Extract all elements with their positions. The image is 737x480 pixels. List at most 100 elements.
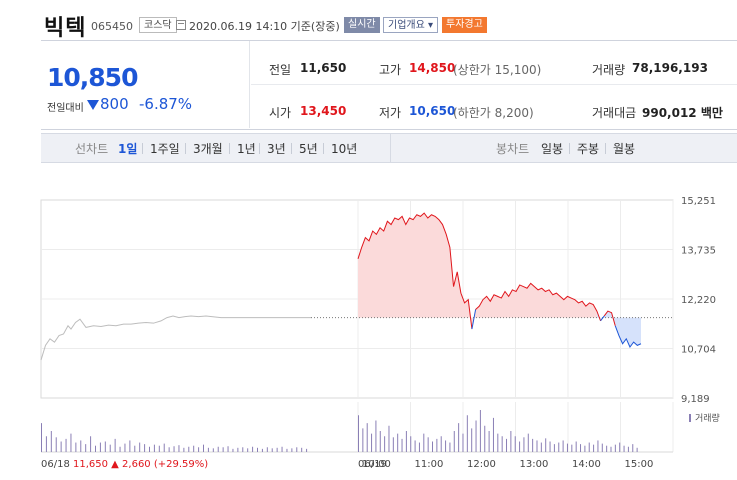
volume-bar (139, 442, 141, 452)
tab-1d[interactable]: 1일 (118, 142, 138, 156)
low-value: 10,650 (409, 104, 456, 118)
volume-bar (168, 447, 170, 452)
volume-bar (510, 431, 512, 452)
tab-monthly-candle[interactable]: 월봉 (613, 142, 636, 156)
volume-bar (449, 442, 451, 452)
volume-bar (410, 436, 412, 452)
volume-bar (222, 447, 224, 452)
change-amount: 800 (87, 95, 129, 113)
down-area (596, 311, 641, 348)
volume-bar (41, 423, 42, 452)
volume-bar (432, 441, 434, 452)
up-price-line (475, 282, 602, 322)
volume-bar (114, 438, 116, 452)
volume-bar (119, 446, 121, 452)
tab-3y[interactable]: 3년 (267, 142, 286, 156)
tab-10y[interactable]: 10년 (331, 142, 358, 156)
chevron-down-icon: ▾ (428, 20, 434, 31)
down-price-line (471, 309, 477, 330)
volume-bar (217, 446, 219, 452)
divider (323, 143, 324, 154)
company-overview-dropdown[interactable]: 기업개요 ▾ (383, 17, 439, 33)
today-date-label: 06/19 (358, 459, 387, 470)
volume-bar (414, 440, 416, 452)
tab-1y[interactable]: 1년 (237, 142, 256, 156)
stock-name: 빅텍 (44, 16, 87, 41)
volume-bar (296, 447, 298, 452)
x-tick-label: 14:00 (572, 459, 601, 470)
volume-bar (90, 436, 92, 452)
volume-bar (149, 446, 150, 452)
x-tick-label: 15:00 (625, 459, 654, 470)
volume-label: 거래량 (592, 63, 626, 77)
volume-bar (75, 442, 77, 452)
volume-bar (566, 443, 568, 452)
volume-bar (193, 445, 195, 452)
y-tick-label: 10,704 (681, 345, 716, 356)
volume-bar (418, 442, 420, 452)
volume-bar (252, 446, 254, 452)
volume-bar (109, 444, 111, 452)
volume-bar (237, 447, 239, 452)
volume-bar (445, 440, 447, 452)
volume-bar (536, 440, 538, 452)
tab-3m[interactable]: 3개월 (193, 142, 223, 156)
volume-bar (514, 436, 516, 452)
volume-bar (593, 444, 595, 452)
volume-bar (619, 442, 621, 452)
tab-1w[interactable]: 1주일 (150, 142, 180, 156)
volume-bar (627, 446, 629, 452)
divider (229, 143, 230, 154)
volume-bar (501, 436, 503, 452)
volume-bar (632, 444, 634, 452)
volume-bar (427, 437, 429, 452)
volume-bar (371, 433, 373, 452)
volume-bar (104, 441, 106, 452)
y-tick-label: 12,220 (681, 295, 716, 306)
candle-chart-label: 봉차트 (496, 142, 530, 156)
change-percent: -6.87% (139, 95, 193, 113)
volume-bar (497, 433, 499, 452)
price-areas (358, 213, 641, 348)
chart-grid (40, 199, 674, 453)
divider (251, 84, 737, 85)
volume-bar (519, 441, 521, 452)
volume-bar (553, 444, 555, 452)
volume-bar (471, 428, 473, 452)
volume-bar (405, 431, 407, 452)
volume-bar (207, 447, 209, 452)
volume-bar (144, 444, 146, 452)
calendar-icon (176, 20, 186, 30)
prev-date-label: 06/18 (41, 459, 70, 470)
tab-5y[interactable]: 5년 (299, 142, 318, 156)
line-chart-label: 선차트 (75, 142, 109, 156)
volume-bar (523, 437, 525, 452)
y-tick-label: 15,251 (681, 196, 716, 207)
volume-bar (606, 445, 608, 452)
volume-bar (466, 415, 468, 452)
volume-bar (375, 420, 377, 452)
volume-bar (484, 425, 486, 452)
volume-bar (173, 446, 175, 452)
volume-bar (306, 448, 308, 452)
volume-bar (232, 448, 234, 452)
volume-bar (45, 436, 47, 452)
tab-daily-candle[interactable]: 일봉 (541, 142, 564, 156)
up-area (358, 213, 597, 330)
realtime-button[interactable]: 실시간 (344, 17, 380, 33)
volume-bar (506, 438, 508, 452)
volume-bar (584, 445, 586, 452)
volume-bar (178, 445, 180, 452)
volume-bar (388, 425, 390, 452)
tab-weekly-candle[interactable]: 주봉 (577, 142, 600, 156)
investment-warning-badge[interactable]: 투자경고 (442, 17, 487, 33)
volume-bar (362, 428, 364, 452)
divider (291, 143, 292, 154)
volume-bar (242, 447, 244, 452)
volume-bar (458, 423, 460, 452)
volume-bar (85, 444, 87, 452)
change-amount-value: 800 (100, 95, 129, 113)
prev-close-label: 11,650 ▲ 2,660 (+29.59%) (73, 459, 208, 470)
volume-bar (247, 448, 249, 452)
